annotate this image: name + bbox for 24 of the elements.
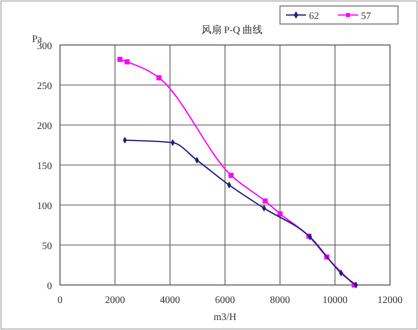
point xyxy=(124,59,130,64)
y-tick-label: 0 xyxy=(47,281,52,292)
x-tick-label: 6000 xyxy=(215,295,235,306)
y-tick-label: 250 xyxy=(37,81,52,92)
x-tick-label: 8000 xyxy=(270,295,290,306)
y-tick-label: 150 xyxy=(37,161,52,172)
y-tick-label: 50 xyxy=(42,241,52,252)
point xyxy=(228,172,234,178)
point xyxy=(277,211,283,216)
legend-label: 57 xyxy=(361,11,371,22)
point xyxy=(117,56,122,62)
x-tick-label: 4000 xyxy=(160,295,180,306)
x-tick-label: 0 xyxy=(58,295,62,306)
point xyxy=(262,198,268,204)
point xyxy=(156,75,162,80)
y-tick-label: 100 xyxy=(37,201,52,212)
y-tick-label: 200 xyxy=(37,121,52,132)
x-axis-title: m3/H xyxy=(214,312,236,323)
y-tick-label: 300 xyxy=(37,41,52,52)
x-tick-label: 2000 xyxy=(105,295,125,306)
legend-label: 62 xyxy=(309,11,319,22)
x-tick-label: 10000 xyxy=(322,295,348,306)
chart-title: 风扇 P-Q 曲线 xyxy=(201,24,263,36)
x-tick-label: 12000 xyxy=(378,295,402,306)
